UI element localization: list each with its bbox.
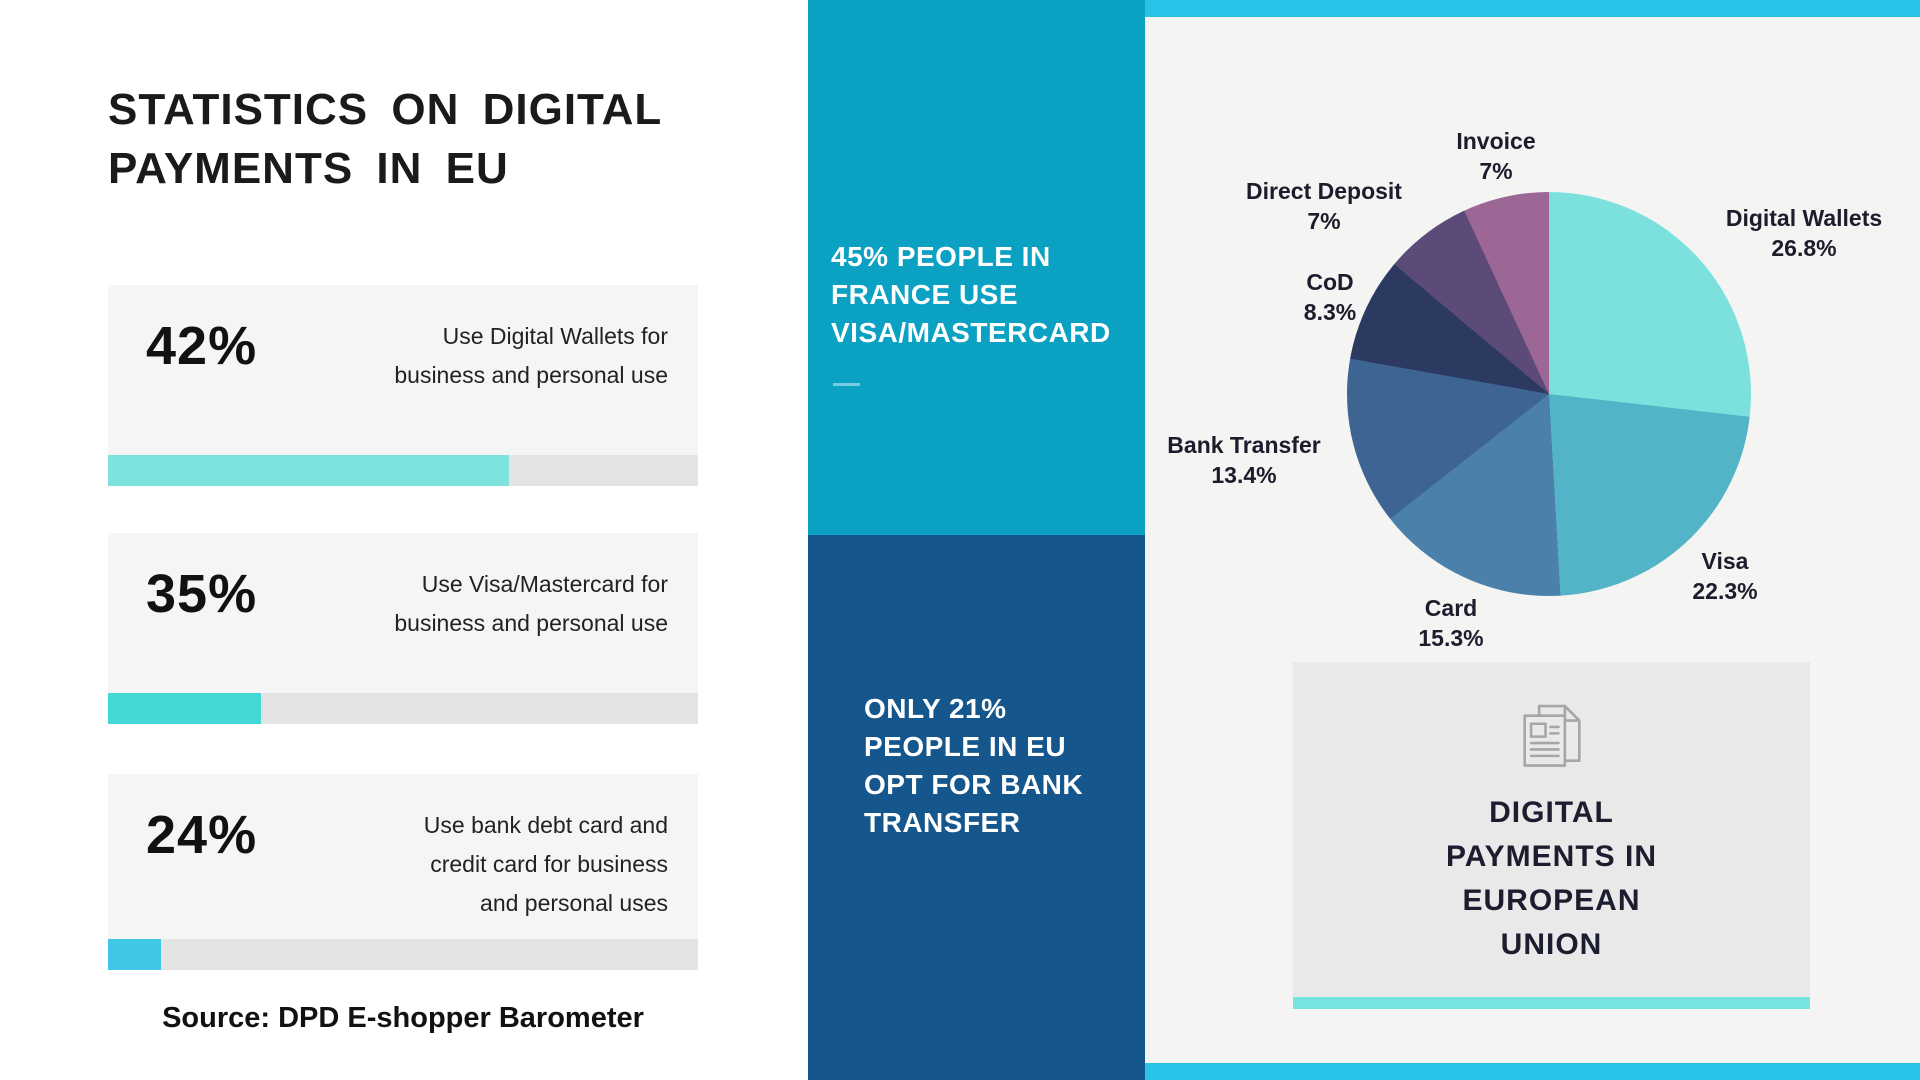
chart-title-card: DIGITAL PAYMENTS IN EUROPEAN UNION bbox=[1293, 662, 1810, 1009]
facts-column: 45% PEOPLE IN FRANCE USE VISA/MASTERCARD… bbox=[808, 0, 1145, 1080]
stat-digital-wallets: 42% Use Digital Wallets for business and… bbox=[108, 285, 698, 486]
fact-block-bottom: ONLY 21% PEOPLE IN EU OPT FOR BANK TRANS… bbox=[808, 535, 1145, 1080]
pie-label-value: 22.3% bbox=[1692, 578, 1758, 604]
pie-label-value: 8.3% bbox=[1303, 299, 1357, 325]
pie-label-invoice: Invoice 7% bbox=[1456, 126, 1535, 186]
pie-label-card: Card 15.3% bbox=[1418, 593, 1483, 653]
pie-label-value: 7% bbox=[1479, 158, 1513, 184]
pie-label-cod: CoD 8.3% bbox=[1304, 267, 1356, 327]
stat-value: 42% bbox=[146, 316, 258, 376]
progress-fill bbox=[108, 939, 162, 970]
pie-label-name: Bank Transfer bbox=[1167, 432, 1321, 458]
fact-france-visa: 45% PEOPLE IN FRANCE USE VISA/MASTERCARD bbox=[831, 241, 1111, 348]
accent-bar-bottom bbox=[1145, 1063, 1920, 1080]
progress-fill bbox=[108, 693, 262, 724]
source-text: Source: DPD E-shopper Barometer bbox=[162, 1002, 644, 1034]
pie-label-name: Invoice bbox=[1456, 128, 1536, 154]
documents-icon bbox=[1522, 704, 1581, 767]
stat-card: 42% Use Digital Wallets for business and… bbox=[108, 285, 698, 455]
pie-label-name: Card bbox=[1424, 595, 1478, 621]
pie-label-bank-transfer: Bank Transfer 13.4% bbox=[1167, 430, 1320, 490]
stat-visa-mastercard: 35% Use Visa/Mastercard for business and… bbox=[108, 533, 698, 724]
card-accent-bar bbox=[1293, 997, 1810, 1009]
stat-card: 35% Use Visa/Mastercard for business and… bbox=[108, 533, 698, 693]
pie-label-digital-wallets: Digital Wallets 26.8% bbox=[1726, 203, 1882, 263]
pie-label-name: Digital Wallets bbox=[1725, 205, 1883, 231]
stat-description: Use Digital Wallets for business and per… bbox=[394, 323, 668, 388]
fact-eu-bank-transfer: ONLY 21% PEOPLE IN EU OPT FOR BANK TRANS… bbox=[864, 693, 1084, 838]
pie-label-direct-deposit: Direct Deposit 7% bbox=[1246, 176, 1402, 236]
dash-divider bbox=[833, 383, 860, 386]
fact-block-top: 45% PEOPLE IN FRANCE USE VISA/MASTERCARD bbox=[808, 0, 1145, 535]
progress-track bbox=[108, 455, 698, 486]
pie-label-name: Visa bbox=[1701, 548, 1749, 574]
progress-track bbox=[108, 693, 698, 724]
stat-card: 24% Use bank debt card and credit card f… bbox=[108, 774, 698, 939]
pie-label-value: 15.3% bbox=[1418, 625, 1484, 651]
pie-label-visa: Visa 22.3% bbox=[1692, 546, 1757, 606]
infographic-title: STATISTICS ON DIGITAL PAYMENTS IN EU bbox=[108, 85, 663, 193]
progress-fill bbox=[108, 455, 510, 486]
pie-label-value: 13.4% bbox=[1211, 462, 1277, 488]
accent-bar-top bbox=[1145, 0, 1920, 17]
pie-chart bbox=[1347, 192, 1751, 596]
pie-label-value: 26.8% bbox=[1771, 235, 1837, 261]
pie-label-name: Direct Deposit bbox=[1246, 178, 1402, 204]
stat-value: 24% bbox=[146, 805, 258, 865]
progress-track bbox=[108, 939, 698, 970]
stat-description: Use Visa/Mastercard for business and per… bbox=[394, 571, 668, 636]
pie-section: Digital Wallets 26.8% Visa 22.3% Card 15.3% Ba… bbox=[1145, 0, 1920, 1080]
chart-title: DIGITAL PAYMENTS IN EUROPEAN UNION bbox=[1445, 796, 1658, 961]
pie-label-value: 7% bbox=[1307, 208, 1341, 234]
stats-section: STATISTICS ON DIGITAL PAYMENTS IN EU 42%… bbox=[0, 0, 808, 1080]
stat-value: 35% bbox=[146, 564, 258, 624]
stat-description: Use bank debt card and credit card for b… bbox=[423, 812, 668, 916]
stat-bank-cards: 24% Use bank debt card and credit card f… bbox=[108, 774, 698, 970]
pie-label-name: CoD bbox=[1306, 269, 1354, 295]
